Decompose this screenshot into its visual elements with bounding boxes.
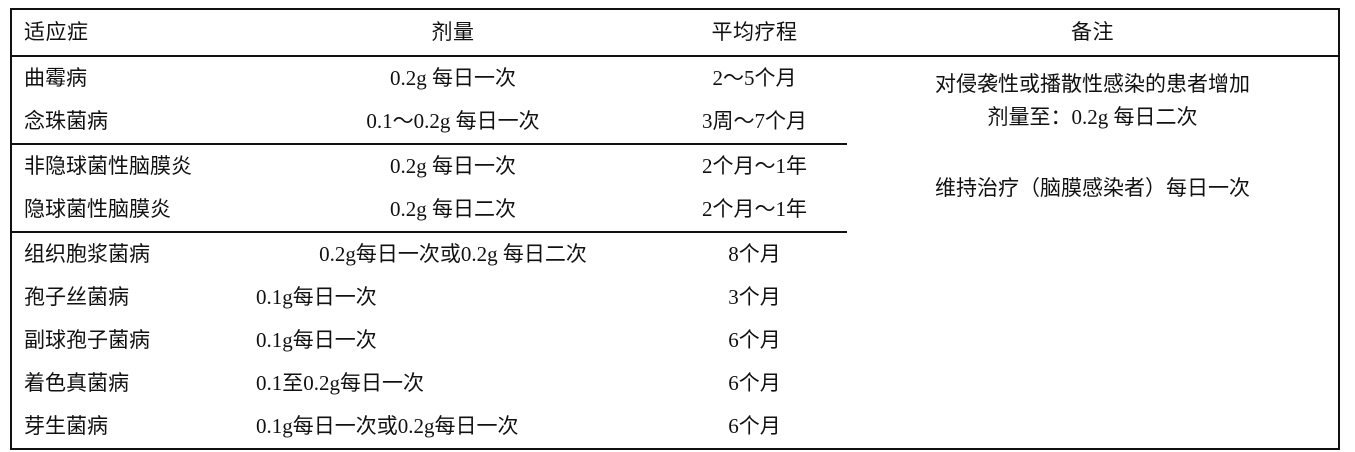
table-header-row: 适应症 剂量 平均疗程 备注 xyxy=(11,9,1339,57)
header-label-remark: 备注 xyxy=(1071,20,1114,44)
dose-text: 0.1g每日一次 xyxy=(256,285,377,309)
indication-text: 组织胞浆菌病 xyxy=(24,242,150,266)
course-text: 6个月 xyxy=(728,414,781,438)
table-row: 曲霉病 0.2g 每日一次 2～5个月 对侵袭性或播散性感染的患者增加 剂量至：… xyxy=(11,56,1339,129)
cell-remark: 维持治疗（脑膜感染者）每日一次 xyxy=(847,144,1339,232)
indication-text: 着色真菌病 xyxy=(24,371,129,395)
remark-line: 对侵袭性或播散性感染的患者增加 xyxy=(935,71,1250,96)
dose-text: 0.2g每日一次或0.2g 每日二次 xyxy=(319,242,587,266)
cell-indication: 曲霉病 xyxy=(11,56,244,100)
header-cell-indication: 适应症 xyxy=(11,9,244,57)
cell-indication: 着色真菌病 xyxy=(11,362,244,405)
cell-course: 2个月～1年 xyxy=(662,144,847,188)
cell-dose: 0.1～0.2g 每日一次 xyxy=(244,100,662,145)
cell-course: 3周～7个月 xyxy=(662,100,847,145)
indication-text: 念珠菌病 xyxy=(24,109,108,133)
header-cell-dose: 剂量 xyxy=(244,9,662,57)
indication-dose-table: 适应症 剂量 平均疗程 备注 曲霉病 0.2g 每日一次 xyxy=(10,8,1340,450)
indication-text: 非隐球菌性脑膜炎 xyxy=(24,154,192,178)
cell-course: 6个月 xyxy=(662,362,847,405)
cell-course: 8个月 xyxy=(662,232,847,276)
cell-course: 6个月 xyxy=(662,405,847,449)
cell-dose: 0.1g每日一次 xyxy=(244,319,662,362)
cell-course: 2个月～1年 xyxy=(662,188,847,233)
dose-text: 0.2g 每日一次 xyxy=(390,154,516,178)
cell-course: 2～5个月 xyxy=(662,56,847,100)
course-text: 2个月～1年 xyxy=(702,154,807,178)
table-row: 着色真菌病 0.1至0.2g每日一次 6个月 xyxy=(11,362,1339,405)
cell-indication: 组织胞浆菌病 xyxy=(11,232,244,276)
header-cell-course: 平均疗程 xyxy=(662,9,847,57)
course-text: 6个月 xyxy=(728,328,781,352)
cell-course: 3个月 xyxy=(662,276,847,319)
indication-text: 隐球菌性脑膜炎 xyxy=(24,197,171,221)
cell-course: 6个月 xyxy=(662,319,847,362)
table-row: 组织胞浆菌病 0.2g每日一次或0.2g 每日二次 8个月 xyxy=(11,232,1339,449)
table-row: 隐球菌性脑膜炎 0.2g 每日二次 2个月～1年 xyxy=(11,188,1339,233)
table-row: 孢子丝菌病 0.1g每日一次 3个月 xyxy=(11,276,1339,319)
dose-text: 0.1g每日一次或0.2g每日一次 xyxy=(256,414,519,438)
header-cell-remark: 备注 xyxy=(847,9,1339,57)
remark-line: 维持治疗（脑膜感染者）每日一次 xyxy=(935,175,1250,200)
course-text: 3个月 xyxy=(728,285,781,309)
table-row: 非隐球菌性脑膜炎 0.2g 每日一次 2个月～1年 维持治疗（脑膜感染者）每日一… xyxy=(11,144,1339,200)
cell-remark: 对侵袭性或播散性感染的患者增加 剂量至：0.2g 每日二次 xyxy=(847,56,1339,144)
cell-indication: 念珠菌病 xyxy=(11,100,244,145)
header-label-indication: 适应症 xyxy=(24,20,89,44)
cell-dose: 0.2g 每日一次 xyxy=(244,56,662,100)
indication-text: 副球孢子菌病 xyxy=(24,328,150,352)
course-text: 2个月～1年 xyxy=(702,197,807,221)
course-text: 6个月 xyxy=(728,371,781,395)
cell-indication: 副球孢子菌病 xyxy=(11,319,244,362)
indication-text: 孢子丝菌病 xyxy=(24,285,129,309)
dose-text: 0.1至0.2g每日一次 xyxy=(256,371,424,395)
cell-dose: 0.1g每日一次或0.2g每日一次 xyxy=(244,405,662,449)
cell-indication: 非隐球菌性脑膜炎 xyxy=(11,144,244,188)
course-text: 8个月 xyxy=(728,242,781,266)
header-label-course: 平均疗程 xyxy=(711,20,798,44)
cell-indication: 芽生菌病 xyxy=(11,405,244,449)
dose-text: 0.1g每日一次 xyxy=(256,328,377,352)
header-label-dose: 剂量 xyxy=(431,20,475,44)
cell-dose: 0.2g 每日二次 xyxy=(244,188,662,233)
table-row: 副球孢子菌病 0.1g每日一次 6个月 xyxy=(11,319,1339,362)
indication-text: 曲霉病 xyxy=(24,66,87,90)
dose-text: 0.1～0.2g 每日一次 xyxy=(366,109,540,133)
cell-remark-empty xyxy=(847,232,1339,449)
cell-indication: 隐球菌性脑膜炎 xyxy=(11,188,244,233)
cell-dose: 0.2g 每日一次 xyxy=(244,144,662,188)
table-row: 念珠菌病 0.1～0.2g 每日一次 3周～7个月 xyxy=(11,100,1339,145)
cell-dose: 0.2g每日一次或0.2g 每日二次 xyxy=(244,232,662,276)
cell-dose: 0.1g每日一次 xyxy=(244,276,662,319)
dose-text: 0.2g 每日二次 xyxy=(390,197,516,221)
course-text: 2～5个月 xyxy=(712,66,797,90)
course-text: 3周～7个月 xyxy=(702,109,807,133)
cell-dose: 0.1至0.2g每日一次 xyxy=(244,362,662,405)
indication-text: 芽生菌病 xyxy=(24,414,108,438)
table-row: 芽生菌病 0.1g每日一次或0.2g每日一次 6个月 xyxy=(11,405,1339,449)
dose-text: 0.2g 每日一次 xyxy=(390,66,516,90)
cell-indication: 孢子丝菌病 xyxy=(11,276,244,319)
remark-line: 剂量至：0.2g 每日二次 xyxy=(987,104,1198,129)
